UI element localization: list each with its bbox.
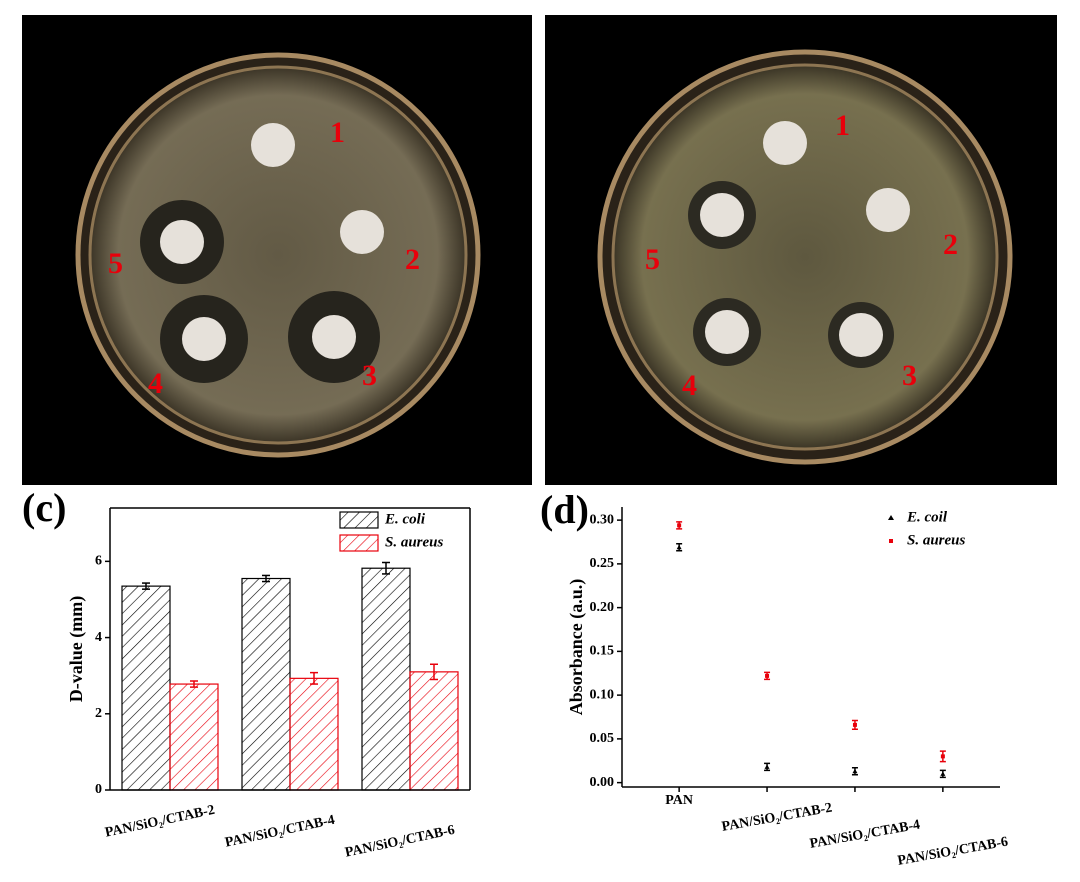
error-bar bbox=[310, 671, 318, 685]
x-tick-label: PAN/SiO₂/CTAB-2 bbox=[721, 801, 834, 835]
point bbox=[852, 768, 858, 774]
x-tick-label: PAN/SiO₂/CTAB-2 bbox=[104, 803, 216, 841]
point bbox=[940, 754, 945, 759]
y-axis-label: D-value (mm) bbox=[66, 596, 87, 702]
y-tick-label: 0.05 bbox=[590, 731, 615, 746]
panel-label: (d) bbox=[540, 487, 589, 532]
disc-number: 2 bbox=[943, 228, 958, 261]
disc-number: 5 bbox=[108, 247, 123, 280]
error-bar bbox=[190, 680, 198, 688]
legend-label: E. coil bbox=[906, 509, 948, 525]
y-tick-label: 0.30 bbox=[590, 512, 615, 527]
disc-number: 4 bbox=[148, 367, 163, 400]
x-tick-label: PAN/SiO₂/CTAB-4 bbox=[809, 818, 922, 852]
disc-number: 5 bbox=[645, 243, 660, 276]
bar bbox=[121, 585, 171, 791]
y-tick-label: 0 bbox=[95, 782, 102, 797]
legend-swatch bbox=[889, 539, 893, 543]
legend-label: S. aureus bbox=[385, 534, 444, 550]
disc-number: 2 bbox=[405, 243, 420, 276]
y-tick-label: 0.10 bbox=[590, 687, 615, 702]
y-axis-label: Absorbance (a.u.) bbox=[566, 579, 587, 716]
panel-label: (b) bbox=[550, 18, 599, 63]
x-tick-label: PAN/SiO₂/CTAB-4 bbox=[224, 813, 336, 851]
panel-label: (c) bbox=[22, 485, 66, 530]
y-tick-label: 0.00 bbox=[590, 775, 615, 790]
point bbox=[677, 523, 682, 528]
disc-number: 4 bbox=[682, 369, 697, 402]
error-bar bbox=[262, 574, 270, 583]
y-tick-label: 6 bbox=[95, 554, 102, 569]
photo-a: (a) 1 2 3 4 5 bbox=[22, 15, 532, 485]
y-tick-label: 0.20 bbox=[590, 600, 615, 615]
panel-label: (a) bbox=[25, 18, 72, 63]
bar bbox=[361, 567, 411, 791]
disc-number: 1 bbox=[835, 109, 850, 142]
disc-number: 3 bbox=[902, 359, 917, 392]
y-tick-label: 4 bbox=[95, 630, 102, 645]
x-tick-label: PAN/SiO₂/CTAB-6 bbox=[344, 823, 456, 861]
point bbox=[940, 771, 946, 776]
y-tick-label: 0.15 bbox=[590, 644, 615, 659]
disc-number: 3 bbox=[362, 359, 377, 392]
legend-label: S. aureus bbox=[907, 532, 966, 548]
disc-number: 1 bbox=[330, 116, 345, 149]
error-bar bbox=[382, 561, 390, 575]
error-bar bbox=[430, 663, 438, 681]
legend-swatch bbox=[888, 515, 894, 520]
photo-b: (b) 1 2 3 4 5 bbox=[545, 15, 1057, 485]
y-tick-label: 0.25 bbox=[590, 556, 615, 571]
point bbox=[765, 673, 770, 678]
error-bar bbox=[142, 582, 150, 590]
y-tick-label: 2 bbox=[95, 706, 102, 721]
x-tick-label: PAN/SiO₂/CTAB-6 bbox=[896, 835, 1009, 869]
bar bbox=[289, 677, 339, 791]
point bbox=[676, 544, 682, 550]
point bbox=[852, 722, 857, 727]
bar bbox=[409, 671, 459, 791]
bar bbox=[169, 683, 219, 791]
legend-label: E. coli bbox=[384, 511, 426, 527]
bar bbox=[241, 577, 291, 791]
point bbox=[764, 764, 770, 769]
legend-swatch bbox=[339, 534, 379, 552]
x-tick-label: PAN bbox=[665, 793, 693, 808]
legend-swatch bbox=[339, 511, 379, 529]
